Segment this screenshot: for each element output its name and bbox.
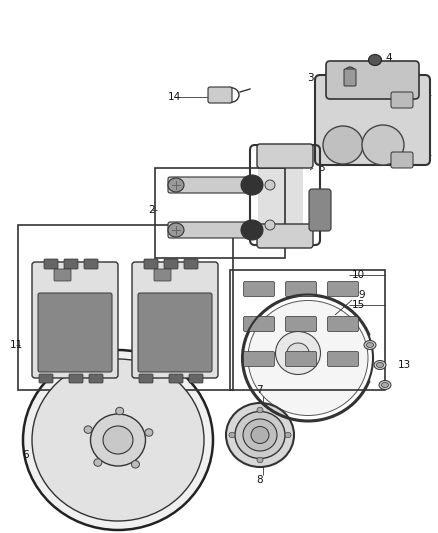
Ellipse shape bbox=[229, 432, 235, 438]
Ellipse shape bbox=[23, 350, 213, 530]
FancyBboxPatch shape bbox=[132, 262, 218, 378]
Ellipse shape bbox=[145, 429, 153, 436]
Text: 17: 17 bbox=[420, 155, 433, 165]
FancyBboxPatch shape bbox=[169, 374, 183, 383]
Ellipse shape bbox=[241, 175, 263, 195]
FancyBboxPatch shape bbox=[328, 317, 358, 332]
Text: 8: 8 bbox=[256, 475, 263, 485]
Ellipse shape bbox=[362, 125, 404, 165]
FancyBboxPatch shape bbox=[328, 351, 358, 367]
FancyBboxPatch shape bbox=[139, 374, 153, 383]
Ellipse shape bbox=[131, 461, 139, 468]
Ellipse shape bbox=[251, 426, 269, 443]
FancyBboxPatch shape bbox=[168, 222, 247, 238]
Ellipse shape bbox=[226, 403, 294, 467]
FancyBboxPatch shape bbox=[257, 144, 313, 168]
Text: 14: 14 bbox=[168, 92, 181, 102]
Ellipse shape bbox=[379, 381, 391, 390]
FancyBboxPatch shape bbox=[309, 189, 331, 231]
Ellipse shape bbox=[248, 301, 368, 416]
Text: 3: 3 bbox=[307, 73, 314, 83]
Ellipse shape bbox=[168, 223, 184, 237]
Text: 5: 5 bbox=[318, 163, 325, 173]
FancyBboxPatch shape bbox=[391, 152, 413, 168]
Ellipse shape bbox=[368, 54, 381, 66]
Ellipse shape bbox=[374, 360, 386, 369]
Ellipse shape bbox=[345, 67, 355, 77]
Text: 17: 17 bbox=[420, 95, 433, 105]
Ellipse shape bbox=[276, 332, 321, 375]
FancyBboxPatch shape bbox=[168, 177, 247, 193]
FancyBboxPatch shape bbox=[154, 269, 171, 281]
Text: 12: 12 bbox=[308, 207, 321, 217]
FancyBboxPatch shape bbox=[32, 262, 118, 378]
Bar bbox=[18, 225, 233, 390]
Ellipse shape bbox=[367, 343, 374, 348]
Ellipse shape bbox=[323, 126, 363, 164]
FancyBboxPatch shape bbox=[89, 374, 103, 383]
Ellipse shape bbox=[381, 383, 389, 387]
FancyBboxPatch shape bbox=[208, 87, 232, 103]
FancyBboxPatch shape bbox=[244, 281, 275, 296]
Ellipse shape bbox=[265, 180, 275, 190]
Ellipse shape bbox=[94, 459, 102, 466]
FancyBboxPatch shape bbox=[286, 317, 317, 332]
Ellipse shape bbox=[265, 220, 275, 230]
FancyBboxPatch shape bbox=[328, 281, 358, 296]
FancyBboxPatch shape bbox=[184, 259, 198, 269]
Text: 2: 2 bbox=[148, 205, 155, 215]
Ellipse shape bbox=[364, 341, 376, 350]
Ellipse shape bbox=[84, 426, 92, 433]
Bar bbox=[155, 168, 285, 258]
FancyBboxPatch shape bbox=[244, 351, 275, 367]
FancyBboxPatch shape bbox=[38, 293, 112, 372]
FancyBboxPatch shape bbox=[344, 69, 356, 86]
Text: 4: 4 bbox=[385, 53, 392, 63]
Ellipse shape bbox=[116, 407, 124, 415]
FancyBboxPatch shape bbox=[315, 75, 430, 165]
FancyBboxPatch shape bbox=[257, 224, 313, 248]
Ellipse shape bbox=[377, 362, 384, 367]
Ellipse shape bbox=[235, 411, 285, 458]
Ellipse shape bbox=[103, 426, 133, 454]
Ellipse shape bbox=[32, 359, 204, 521]
FancyBboxPatch shape bbox=[244, 317, 275, 332]
Bar bbox=[230, 270, 385, 390]
Ellipse shape bbox=[243, 419, 277, 451]
FancyBboxPatch shape bbox=[189, 374, 203, 383]
Ellipse shape bbox=[257, 407, 263, 413]
FancyBboxPatch shape bbox=[39, 374, 53, 383]
Text: 7: 7 bbox=[256, 385, 263, 395]
Bar bbox=[258, 163, 303, 243]
FancyBboxPatch shape bbox=[69, 374, 83, 383]
FancyBboxPatch shape bbox=[144, 259, 158, 269]
FancyBboxPatch shape bbox=[138, 293, 212, 372]
Ellipse shape bbox=[285, 432, 291, 438]
Text: 9: 9 bbox=[358, 290, 364, 300]
Text: 13: 13 bbox=[398, 360, 411, 370]
FancyBboxPatch shape bbox=[286, 351, 317, 367]
FancyBboxPatch shape bbox=[44, 259, 58, 269]
Ellipse shape bbox=[91, 414, 145, 466]
FancyBboxPatch shape bbox=[54, 269, 71, 281]
FancyBboxPatch shape bbox=[286, 281, 317, 296]
Text: 1: 1 bbox=[422, 125, 429, 135]
Ellipse shape bbox=[241, 220, 263, 240]
Text: 11: 11 bbox=[10, 340, 23, 350]
Text: 15: 15 bbox=[352, 300, 365, 310]
FancyBboxPatch shape bbox=[64, 259, 78, 269]
Ellipse shape bbox=[168, 178, 184, 192]
Text: 6: 6 bbox=[22, 450, 28, 460]
Text: 10: 10 bbox=[352, 270, 365, 280]
FancyBboxPatch shape bbox=[164, 259, 178, 269]
FancyBboxPatch shape bbox=[326, 61, 419, 99]
FancyBboxPatch shape bbox=[84, 259, 98, 269]
FancyBboxPatch shape bbox=[391, 92, 413, 108]
Ellipse shape bbox=[287, 343, 309, 363]
Ellipse shape bbox=[257, 457, 263, 463]
